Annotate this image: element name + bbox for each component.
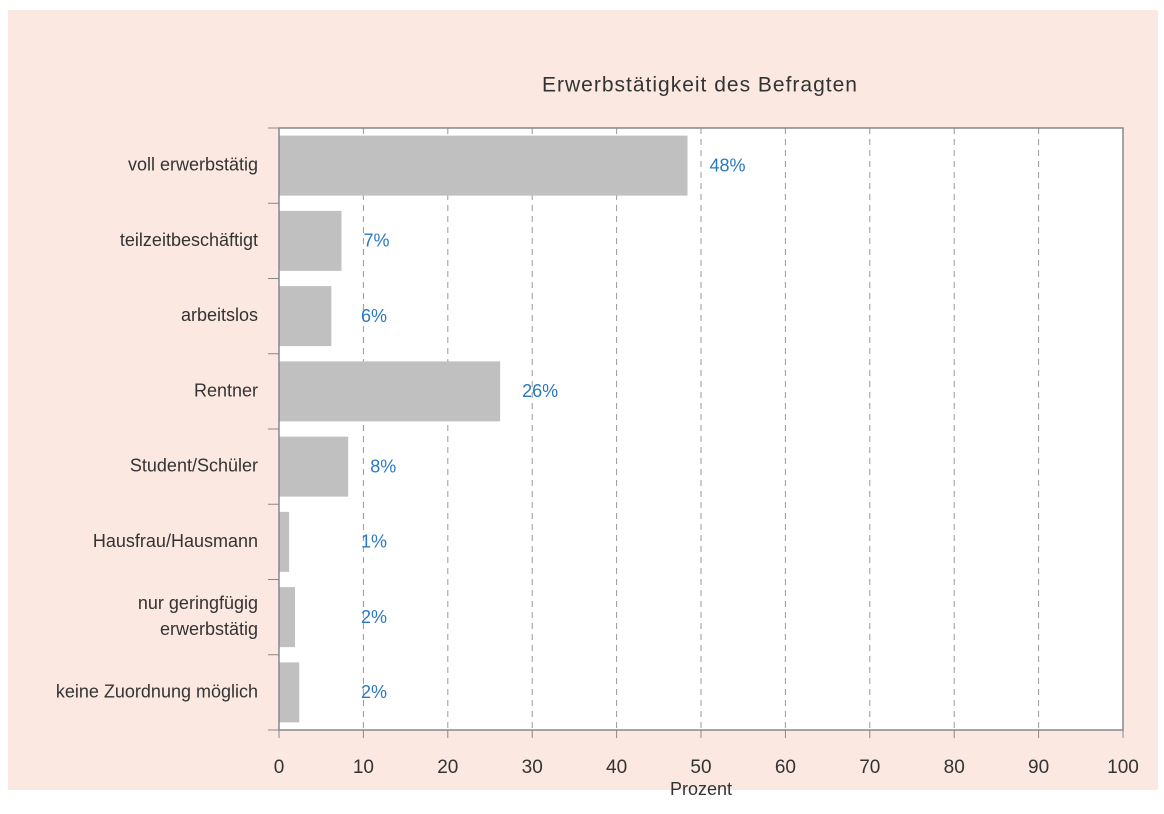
y-tick-label: arbeitslos bbox=[181, 305, 258, 325]
value-label: 7% bbox=[363, 231, 389, 251]
bar bbox=[279, 587, 296, 648]
bar bbox=[279, 511, 290, 572]
x-tick-label: 70 bbox=[859, 757, 880, 778]
x-tick-label: 40 bbox=[606, 757, 627, 778]
x-tick-label: 10 bbox=[353, 757, 374, 778]
value-label: 48% bbox=[709, 155, 745, 175]
bar bbox=[279, 662, 300, 723]
x-tick-label: 60 bbox=[775, 757, 796, 778]
x-tick-label: 50 bbox=[690, 757, 711, 778]
x-axis-label: Prozent bbox=[670, 779, 732, 799]
bar bbox=[279, 286, 332, 347]
y-tick-label: Student/Schüler bbox=[130, 455, 258, 475]
bar bbox=[279, 135, 688, 196]
y-tick-label: Hausfrau/Hausmann bbox=[93, 531, 258, 551]
bar bbox=[279, 361, 501, 422]
plot-frame bbox=[278, 127, 1124, 731]
value-label: 2% bbox=[361, 682, 387, 702]
x-tick-label: 20 bbox=[437, 757, 458, 778]
y-tick-label: voll erwerbstätig bbox=[128, 154, 258, 174]
value-label: 8% bbox=[370, 456, 396, 476]
y-tick-label: nur geringfügig erwerbstätig bbox=[138, 593, 258, 639]
y-tick-label: teilzeitbeschäftigt bbox=[120, 230, 258, 250]
x-tick-label: 0 bbox=[274, 757, 285, 778]
bar bbox=[279, 210, 342, 271]
y-tick-label: Rentner bbox=[194, 380, 258, 400]
y-tick-label: keine Zuordnung möglich bbox=[56, 681, 258, 701]
chart-title: Erwerbstätigkeit des Befragten bbox=[542, 74, 858, 97]
x-tick-label: 90 bbox=[1028, 757, 1049, 778]
x-tick-label: 30 bbox=[522, 757, 543, 778]
x-tick-label: 80 bbox=[944, 757, 965, 778]
x-tick-label: 100 bbox=[1107, 757, 1139, 778]
value-label: 6% bbox=[361, 306, 387, 326]
value-label: 2% bbox=[361, 607, 387, 627]
value-label: 26% bbox=[522, 381, 558, 401]
bar bbox=[279, 436, 349, 497]
value-label: 1% bbox=[361, 532, 387, 552]
